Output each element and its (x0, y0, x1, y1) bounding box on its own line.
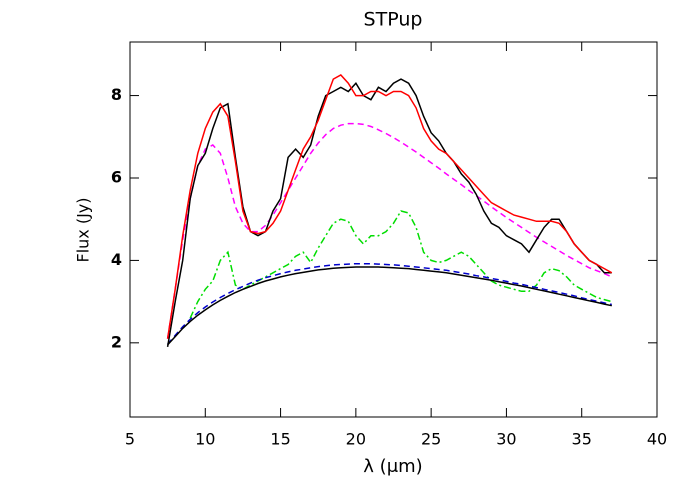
y-axis-label: Flux (Jy) (74, 197, 93, 262)
x-tick-label: 15 (270, 430, 290, 449)
x-tick-label: 20 (346, 430, 366, 449)
x-tick-label: 30 (496, 430, 516, 449)
series-line (166, 78, 612, 348)
x-tick-label: 40 (647, 430, 667, 449)
series-line (189, 210, 612, 319)
chart-title: STPup (364, 9, 423, 31)
series-line (167, 266, 612, 346)
y-tick-label: 8 (111, 85, 122, 104)
x-tick-label: 10 (195, 430, 215, 449)
x-axis-label: λ (μm) (363, 456, 422, 477)
y-tick-label: 2 (111, 332, 122, 351)
y-tick-label: 4 (111, 250, 122, 269)
x-tick-label: 5 (125, 430, 135, 449)
x-tick-label: 35 (572, 430, 592, 449)
series-line (167, 262, 612, 345)
series-line (166, 74, 613, 339)
y-tick-label: 6 (111, 167, 122, 186)
plot-frame (129, 41, 658, 418)
x-tick-label: 25 (421, 430, 441, 449)
